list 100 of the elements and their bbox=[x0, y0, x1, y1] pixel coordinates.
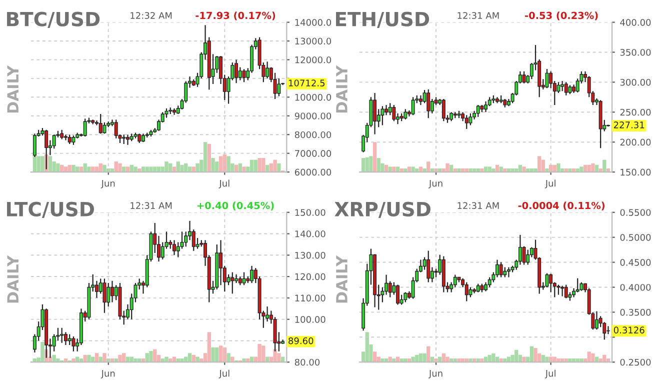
candlestick bbox=[110, 280, 114, 303]
candlestick bbox=[426, 250, 430, 283]
candlestick bbox=[180, 231, 184, 250]
bar bbox=[556, 163, 560, 172]
candlestick bbox=[453, 274, 457, 288]
bar bbox=[242, 358, 246, 362]
candlestick bbox=[388, 102, 392, 116]
candlestick bbox=[72, 336, 76, 352]
bar bbox=[541, 160, 545, 172]
bar bbox=[538, 156, 542, 172]
bar bbox=[446, 163, 450, 172]
candlestick bbox=[564, 284, 568, 299]
bar bbox=[587, 352, 591, 362]
bar bbox=[380, 358, 384, 362]
chart-title: LTC/USD bbox=[7, 202, 94, 218]
candlestick bbox=[526, 249, 530, 266]
bar bbox=[388, 166, 392, 172]
bar bbox=[262, 158, 266, 172]
bar bbox=[506, 356, 511, 362]
bar bbox=[365, 332, 369, 362]
bar bbox=[114, 162, 118, 172]
bar bbox=[361, 158, 366, 172]
candlestick bbox=[114, 119, 118, 139]
bar bbox=[207, 144, 211, 172]
y-tick-label: 100.00 bbox=[295, 316, 326, 323]
bar bbox=[594, 356, 599, 362]
candlestick bbox=[484, 100, 488, 113]
bar bbox=[534, 168, 538, 172]
candlestick bbox=[556, 284, 560, 296]
candlestick bbox=[564, 82, 568, 96]
candlestick bbox=[60, 129, 64, 140]
bar bbox=[145, 353, 149, 362]
chart-subtitle: 12:31 AM bbox=[458, 202, 499, 209]
candlestick bbox=[60, 327, 64, 344]
candlestick bbox=[418, 94, 422, 106]
bar bbox=[514, 350, 518, 362]
y-tick-label: 150.00 bbox=[295, 209, 326, 216]
candlestick bbox=[68, 334, 72, 346]
bar bbox=[372, 352, 377, 362]
bar bbox=[94, 353, 99, 362]
y-tick-label: 140.00 bbox=[295, 230, 326, 238]
bar bbox=[499, 166, 503, 172]
bar bbox=[258, 344, 262, 362]
bar bbox=[134, 358, 138, 362]
y-tick-label: 200.00 bbox=[620, 138, 651, 146]
bar bbox=[530, 346, 534, 362]
candlestick bbox=[464, 282, 468, 302]
bar bbox=[277, 353, 281, 362]
candlestick bbox=[411, 96, 415, 116]
candlestick bbox=[106, 282, 110, 308]
candlestick bbox=[250, 265, 254, 284]
bar bbox=[396, 356, 400, 362]
bar bbox=[72, 164, 76, 172]
bar bbox=[258, 158, 262, 172]
bar bbox=[418, 166, 423, 172]
candlestick bbox=[242, 272, 246, 286]
chart-title: ETH/USD bbox=[336, 12, 430, 28]
bar bbox=[552, 356, 556, 362]
candlestick bbox=[468, 286, 472, 298]
bar bbox=[422, 168, 426, 172]
bar bbox=[226, 156, 230, 172]
candlestick bbox=[503, 266, 507, 278]
candlestick bbox=[373, 92, 377, 135]
bar bbox=[522, 166, 526, 172]
bar bbox=[118, 163, 122, 172]
y-tick-label: 150.00 bbox=[620, 168, 651, 176]
x-tick-label: Jun bbox=[100, 180, 115, 188]
x-tick-label: Jun bbox=[100, 370, 115, 378]
bar bbox=[180, 358, 184, 362]
y-tick-label: 0.5000 bbox=[620, 234, 651, 241]
y-tick-label: 7000.00 bbox=[295, 150, 332, 157]
bar bbox=[40, 156, 44, 172]
bar bbox=[196, 163, 200, 172]
candlestick bbox=[380, 106, 384, 126]
bar bbox=[218, 346, 223, 362]
bar bbox=[446, 356, 450, 362]
candlestick bbox=[238, 66, 242, 81]
bar bbox=[488, 166, 492, 172]
bar bbox=[376, 158, 380, 172]
candlestick bbox=[476, 104, 480, 118]
candlestick bbox=[507, 266, 510, 278]
bar bbox=[72, 358, 76, 362]
bar bbox=[176, 162, 180, 172]
x-tick-label: Jul bbox=[544, 370, 556, 378]
candlestick bbox=[64, 332, 68, 346]
bar bbox=[411, 356, 415, 362]
candlestick bbox=[64, 134, 68, 141]
bar bbox=[56, 163, 60, 172]
bar bbox=[510, 168, 514, 172]
candlestick bbox=[126, 134, 130, 146]
bar bbox=[122, 353, 126, 362]
bar bbox=[457, 358, 461, 362]
y-tick-label: 12000.0 bbox=[295, 56, 332, 64]
text: -17.93 (0.17%) bbox=[196, 12, 276, 20]
bar bbox=[484, 356, 488, 362]
candlestick bbox=[102, 278, 106, 314]
candlestick bbox=[595, 310, 598, 330]
bar bbox=[211, 158, 215, 172]
bar bbox=[369, 156, 373, 172]
y-tick-label: 0.4000 bbox=[620, 284, 651, 291]
